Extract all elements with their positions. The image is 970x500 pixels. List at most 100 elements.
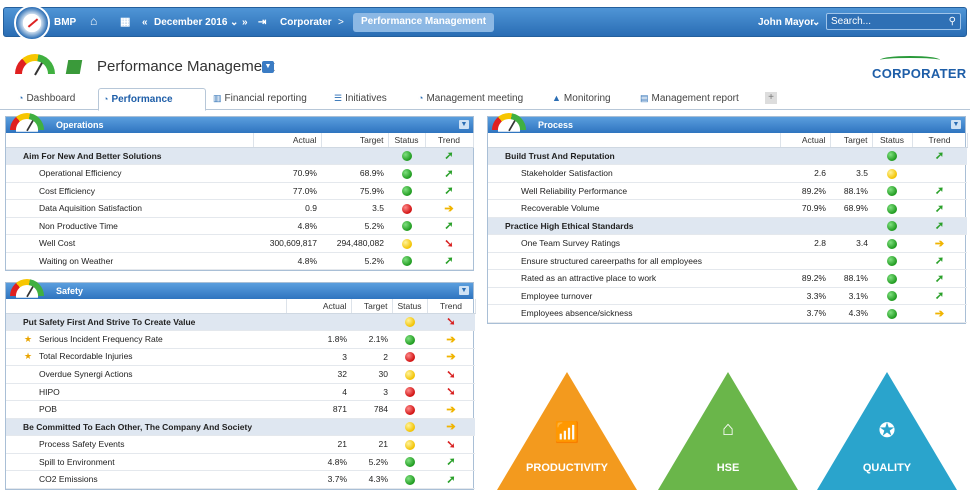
metric-name[interactable]: Ensure structured careerpaths for all em… xyxy=(488,252,780,270)
table-row[interactable]: Data Aquisition Satisfaction 0.9 3.5 ➔ xyxy=(6,199,473,218)
tab-monitoring[interactable]: ▲ Monitoring xyxy=(552,93,611,104)
pin-icon[interactable]: ⇥ xyxy=(258,17,267,28)
calendar-icon[interactable]: ▦ xyxy=(120,16,131,28)
status-cell xyxy=(388,252,425,270)
table-row[interactable]: Cost Efficiency 77.0% 75.9% ➚ xyxy=(6,182,473,200)
tab-management-meeting[interactable]: ◔ Management meeting xyxy=(418,93,524,104)
table-row[interactable]: Operational Efficiency 70.9% 68.9% ➚ xyxy=(6,164,473,183)
table-row[interactable]: Rated as an attractive place to work 89.2… xyxy=(488,269,967,288)
metric-name[interactable]: One Team Survey Ratings xyxy=(488,234,780,253)
table-row[interactable]: Stakeholder Satisfaction 2.6 3.5 xyxy=(488,164,967,183)
metric-name[interactable]: Well Reliability Performance xyxy=(488,182,780,200)
metric-name[interactable]: Rated as an attractive place to work xyxy=(488,269,780,288)
table-row[interactable]: Well Cost 300,609,817 294,480,082 ➘ xyxy=(6,234,473,253)
search-input[interactable]: Search... ⚲ xyxy=(826,13,961,30)
metric-label: Spill to Environment xyxy=(39,456,115,467)
metric-name[interactable]: POB xyxy=(6,400,286,419)
metric-name[interactable]: CO2 Emissions xyxy=(6,470,286,489)
group-row[interactable]: Put Safety First And Strive To Create Va… xyxy=(6,313,475,331)
metric-name[interactable]: Cost Efficiency xyxy=(6,182,253,200)
collapse-icon[interactable]: ▼ xyxy=(459,286,469,295)
table-row[interactable]: Overdue Synergi Actions 32 30 ➘ xyxy=(6,365,475,384)
tab-dashboard[interactable]: ◔ Dashboard xyxy=(18,93,76,104)
date-prev-arrow[interactable]: « xyxy=(142,17,148,28)
group-row[interactable]: Aim For New And Better Solutions ➚ xyxy=(6,147,473,165)
metric-name[interactable]: Recoverable Volume xyxy=(488,199,780,218)
group-row[interactable]: Build Trust And Reputation ➚ xyxy=(488,147,967,165)
table-row[interactable]: Employee turnover 3.3% 3.1% ➚ xyxy=(488,287,967,305)
metric-name[interactable]: HIPO xyxy=(6,383,286,401)
table-row[interactable]: Employees absence/sickness 3.7% 4.3% ➔ xyxy=(488,304,967,323)
group-row[interactable]: Be Committed To Each Other, The Company … xyxy=(6,418,475,436)
collapse-icon[interactable]: ▼ xyxy=(951,120,961,129)
metric-name[interactable]: Stakeholder Satisfaction xyxy=(488,164,780,183)
table-row[interactable]: ★ Total Recordable Injuries 3 2 ➔ xyxy=(6,348,475,366)
metric-name[interactable]: ★ Total Recordable Injuries xyxy=(6,348,286,366)
metric-label: Rated as an attractive place to work xyxy=(521,273,657,284)
status-cell xyxy=(392,330,427,349)
chevron-down-icon[interactable]: ⌄ xyxy=(230,17,239,28)
group-name: Build Trust And Reputation xyxy=(488,147,780,165)
breadcrumb-corporater[interactable]: Corporater xyxy=(280,17,332,28)
metric-name[interactable]: Non Productive Time xyxy=(6,217,253,235)
actual-cell: 3.3% xyxy=(780,287,830,305)
collapse-icon[interactable]: ▼ xyxy=(459,120,469,129)
actual-cell: 4.8% xyxy=(253,217,321,235)
table-row[interactable]: ★ Serious Incident Frequency Rate 1.8% 2.1%… xyxy=(6,330,475,349)
status-green-icon xyxy=(887,203,897,214)
metric-label: One Team Survey Ratings xyxy=(521,238,621,249)
productivity-triangle[interactable] xyxy=(497,372,637,490)
table-row[interactable]: Well Reliability Performance 89.2% 88.1% ➚ xyxy=(488,182,967,200)
status-cell xyxy=(872,147,912,165)
status-cell xyxy=(872,182,912,200)
trend-cell: ➔ xyxy=(912,234,967,253)
table-row[interactable]: POB 871 784 ➔ xyxy=(6,400,475,419)
process-panel-header: Process ▼ xyxy=(488,113,965,133)
group-row[interactable]: Practice High Ethical Standards ➚ xyxy=(488,217,967,235)
quality-triangle[interactable] xyxy=(817,372,957,490)
metric-name[interactable]: Employees absence/sickness xyxy=(488,304,780,323)
metric-name[interactable]: Employee turnover xyxy=(488,287,780,305)
table-row[interactable]: One Team Survey Ratings 2.8 3.4 ➔ xyxy=(488,234,967,253)
trend-cell: ➚ xyxy=(425,164,473,183)
table-row[interactable]: Recoverable Volume 70.9% 68.9% ➚ xyxy=(488,199,967,218)
app-logo-icon[interactable] xyxy=(14,5,50,41)
tab-financial-reporting[interactable]: ▥ Financial reporting xyxy=(213,93,307,104)
tab-management-report[interactable]: ▤ Management report xyxy=(640,93,739,104)
hse-triangle[interactable] xyxy=(658,372,798,490)
trend-cell: ➔ xyxy=(912,304,967,323)
metric-name[interactable]: Operational Efficiency xyxy=(6,164,253,183)
table-row[interactable]: Waiting on Weather 4.8% 5.2% ➚ xyxy=(6,252,473,270)
table-row[interactable]: HIPO 4 3 ➘ xyxy=(6,383,475,401)
metric-name[interactable]: Data Aquisition Satisfaction xyxy=(6,199,253,218)
home-icon[interactable]: ⌂ xyxy=(90,14,98,28)
metric-name[interactable]: Process Safety Events xyxy=(6,435,286,454)
user-menu[interactable]: John Mayor xyxy=(758,17,815,28)
user-chevron-down-icon[interactable]: ⌄ xyxy=(812,17,821,28)
metric-name[interactable]: Spill to Environment xyxy=(6,453,286,471)
bar-chart-icon: ▥ xyxy=(213,93,222,103)
date-selector[interactable]: December 2016 xyxy=(154,17,228,28)
metric-name[interactable]: Well Cost xyxy=(6,234,253,253)
title-dropdown-icon[interactable]: ▼ xyxy=(262,61,274,73)
table-row[interactable]: Ensure structured careerpaths for all em… xyxy=(488,252,967,270)
add-tab-button[interactable]: + xyxy=(765,92,777,104)
document-icon: ▤ xyxy=(640,93,649,103)
tab-performance[interactable]: ◔ Performance xyxy=(98,88,206,111)
app-name[interactable]: BMP xyxy=(54,17,77,28)
target-cell: 68.9% xyxy=(321,164,388,183)
bookmark-icon[interactable] xyxy=(65,60,83,74)
breadcrumb-performance-management[interactable]: Performance Management xyxy=(353,13,495,32)
table-row[interactable]: Non Productive Time 4.8% 5.2% ➚ xyxy=(6,217,473,235)
table-row[interactable]: Spill to Environment 4.8% 5.2% ➚ xyxy=(6,453,475,471)
search-icon[interactable]: ⚲ xyxy=(948,16,956,27)
date-next-arrow[interactable]: » xyxy=(242,17,248,28)
target-cell: 3.4 xyxy=(830,234,872,253)
table-row[interactable]: CO2 Emissions 3.7% 4.3% ➚ xyxy=(6,470,475,489)
table-row[interactable]: Process Safety Events 21 21 ➘ xyxy=(6,435,475,454)
metric-name[interactable]: Overdue Synergi Actions xyxy=(6,365,286,384)
tab-initiatives[interactable]: ☰ Initiatives xyxy=(334,93,387,104)
status-yellow-icon xyxy=(404,369,415,380)
metric-name[interactable]: ★ Serious Incident Frequency Rate xyxy=(6,330,286,349)
metric-name[interactable]: Waiting on Weather xyxy=(6,252,253,270)
